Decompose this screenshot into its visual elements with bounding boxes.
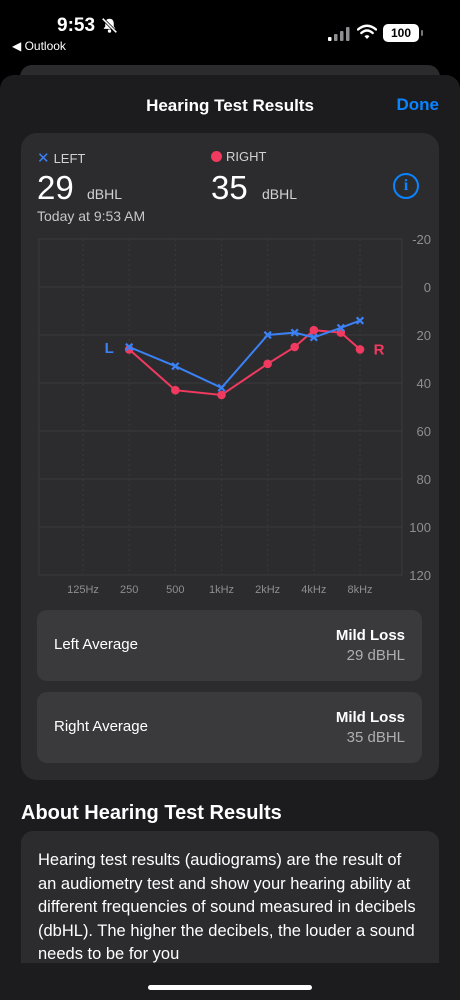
right-dot-point [309,325,319,335]
x-tick-label: 125Hz [67,584,99,596]
right-ear-value: 35 [211,169,248,206]
test-timestamp: Today at 9:53 AM [37,208,146,224]
x-marker-icon: ✕ [37,150,50,167]
done-button[interactable]: Done [396,95,440,114]
right-ear-label: RIGHT [211,149,266,164]
page-title: Hearing Test Results [146,96,314,115]
left-series-line [128,319,361,390]
dot-marker-icon [211,151,222,162]
left-x-point [217,383,226,392]
status-bar: 9:53 ◀ Outlook 100 [0,0,460,60]
results-sheet: Hearing Test Results Done ✕ LEFT RIGHT 2… [0,75,460,1000]
right-series-label: R [374,341,385,358]
right-dot-point [290,342,299,352]
y-tick-label: 40 [417,376,431,391]
about-heading: About Hearing Test Results [21,802,282,824]
audiogram-card: ✕ LEFT RIGHT 29 dBHL 35 dBHL Today at 9:… [21,133,439,780]
y-tick-label: 0 [424,280,431,295]
x-tick-label: 4kHz [301,584,326,596]
left-x-point [309,333,318,342]
home-indicator[interactable] [148,985,312,990]
left-x-point [171,362,180,371]
right-average-value: 35 dBHL [346,729,405,746]
plot-frame [38,238,403,576]
x-tick-label: 8kHz [347,584,372,596]
back-to-app-link[interactable]: ◀ Outlook [12,39,66,53]
right-average-status: Mild Loss [335,709,405,726]
right-dot-point [355,345,365,354]
y-tick-label: 20 [417,328,431,343]
wifi-icon [357,24,377,39]
left-average-row[interactable]: Left Average Mild Loss 29 dBHL [37,610,422,681]
right-average-label: Right Average [54,718,148,735]
info-icon[interactable]: i [393,173,419,199]
right-dot-point [263,359,272,369]
left-x-point [263,330,272,340]
left-x-point [336,323,345,332]
cellular-signal-icon [328,27,350,41]
left-x-point [355,316,365,325]
y-tick-label: 80 [417,472,431,487]
left-ear-value: 29 [37,169,74,206]
left-x-point [290,328,299,337]
right-dot-point [171,385,180,395]
left-average-status: Mild Loss [335,627,405,644]
left-series-label: L [105,340,114,357]
audiogram-chart: -20 0 20 40 60 80 100 120 125Hz 250 500 1kHz 2kHz 4kH… [38,232,431,596]
right-dot-point [217,390,226,400]
left-x-point [125,342,134,352]
about-body: Hearing test results (audiograms) are th… [38,851,416,963]
scroll-fade [0,963,460,1000]
right-average-row[interactable]: Right Average Mild Loss 35 dBHL [37,692,422,763]
y-tick-label: 100 [409,520,431,535]
left-ear-unit: dBHL [87,186,123,202]
right-ear-unit: dBHL [262,186,298,202]
bell-slash-icon [101,17,118,34]
left-average-value: 29 dBHL [346,647,405,664]
x-tick-label: 2kHz [255,584,280,596]
y-tick-label: 120 [409,568,431,583]
left-ear-label: ✕ LEFT [37,150,86,167]
right-series-line [128,329,361,397]
x-tick-label: 1kHz [209,584,234,596]
y-tick-label: -20 [412,232,431,247]
battery-icon: 100 [383,24,423,42]
x-tick-label: 500 [166,584,184,596]
x-tick-label: 250 [120,584,138,596]
y-tick-label: 60 [417,424,431,439]
status-time: 9:53 [57,15,96,36]
left-average-label: Left Average [54,636,138,653]
